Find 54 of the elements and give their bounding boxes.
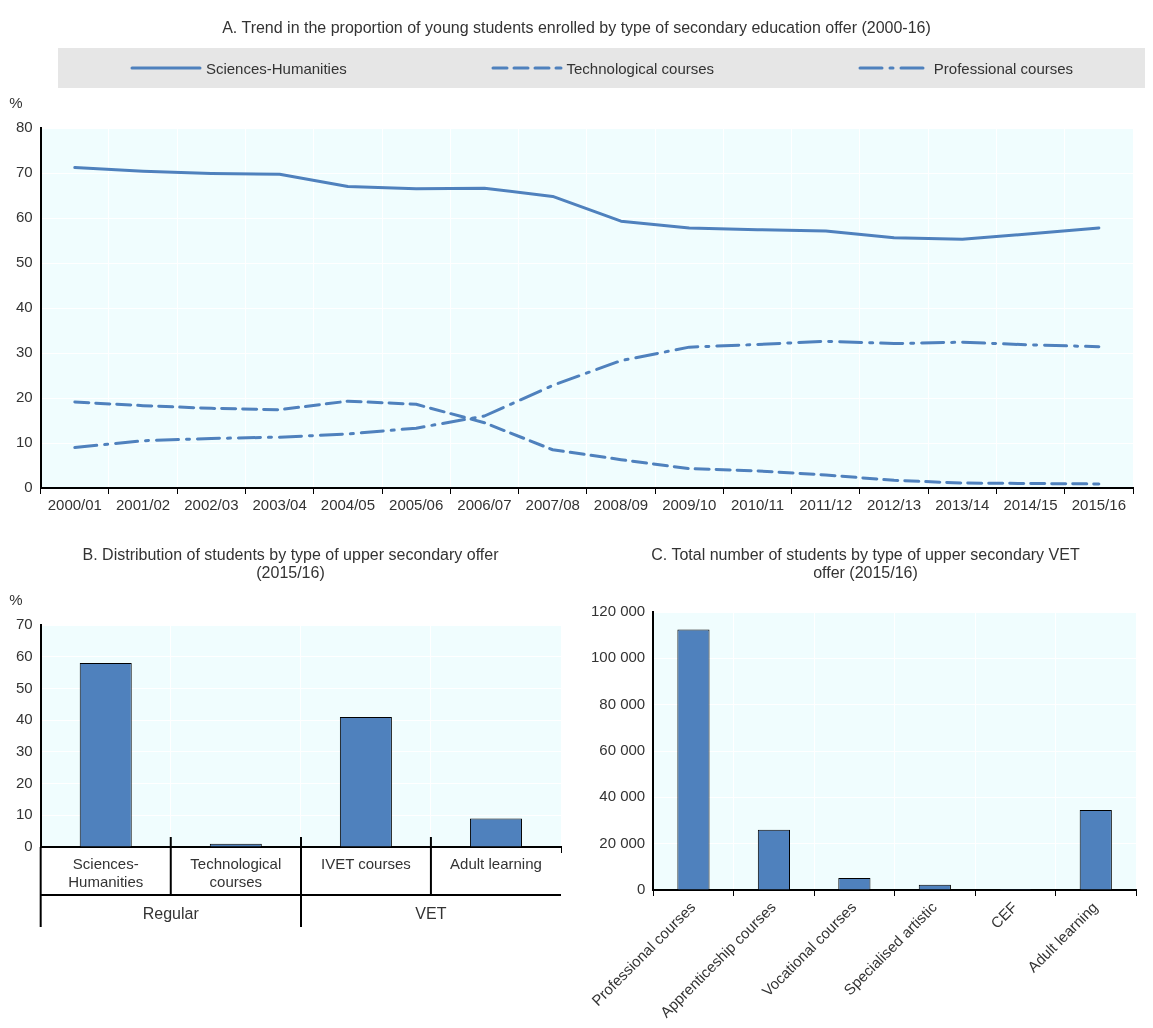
x-tick-label: 2006/07 [457,496,512,514]
x-tick-label: 2010/11 [730,496,785,514]
x-tick-label: 2009/10 [662,496,717,514]
chart-title: A. Trend in the proportion of young students enrolled by type of secondary education offer (2000-16) [221,18,932,38]
x-tick-label: 2012/13 [866,496,922,514]
x-tick-label: 2014/15 [1003,496,1058,514]
y-tick-label: 40 [16,298,33,316]
y-axis-title: % [9,591,23,608]
y-tick-label: 70 [16,615,33,633]
y-tick-label: 10 [16,805,33,823]
x-tick-label: Technological courses [190,855,282,891]
x-tick-label: Adult learning [450,855,542,873]
x-tick-label: 2005/06 [389,496,444,514]
legend-label: Sciences-Humanities [205,59,347,77]
x-tick-label: 2004/05 [320,496,376,514]
x-tick-label: 2011/12 [799,496,853,514]
legend-label: Technological courses [566,59,715,77]
y-tick-label: 80 [16,118,33,136]
y-tick-label: 60 [16,208,33,226]
x-tick-label: IVET courses [321,855,411,873]
y-tick-label: 60 000 [599,741,646,759]
legend-label: Professional courses [933,59,1074,77]
y-tick-label: 120 000 [590,602,646,620]
x-tick-label: 2007/08 [525,496,580,514]
y-tick-label: 10 [16,433,33,451]
x-tick-label: 2015/16 [1071,496,1126,514]
text: Regular [142,905,200,922]
x-tick-label: 2013/14 [935,496,990,514]
y-tick-label: 40 [16,710,33,728]
y-tick-label: 50 [16,678,33,696]
y-tick-label: 0 [24,837,33,855]
y-tick-label: 50 [16,253,33,271]
y-tick-label: 60 [16,646,33,664]
y-tick-label: 30 [16,742,33,759]
text: VET [415,905,447,922]
y-tick-label: 80 000 [599,694,646,712]
y-tick-label: 20 000 [599,833,646,851]
x-tick-label: 2000/01 [47,496,102,514]
y-tick-label: 20 [16,773,33,791]
chart-title: C. Total number of students by type of upper secondary VET offer (2015/16) [650,545,1081,583]
y-tick-label: 20 [16,388,33,406]
chart-title: B. Distribution of students by type of upper secondary offer (2015/16) [82,546,499,581]
y-tick-label: 30 [16,343,33,361]
y-tick-label: 40 000 [599,787,646,805]
y-tick-label: 100 000 [590,648,646,666]
x-tick-label: Sciences-Humanities [68,855,144,891]
x-tick-label: 2003/04 [252,496,307,514]
y-axis-title: % [9,94,23,111]
y-tick-label: 0 [636,880,646,898]
x-tick-label: 2002/03 [184,496,239,514]
y-tick-label: 0 [24,478,33,496]
x-tick-label: 2001/02 [115,496,171,514]
y-tick-label: 70 [16,163,33,181]
x-tick-label: 2008/09 [593,496,649,514]
